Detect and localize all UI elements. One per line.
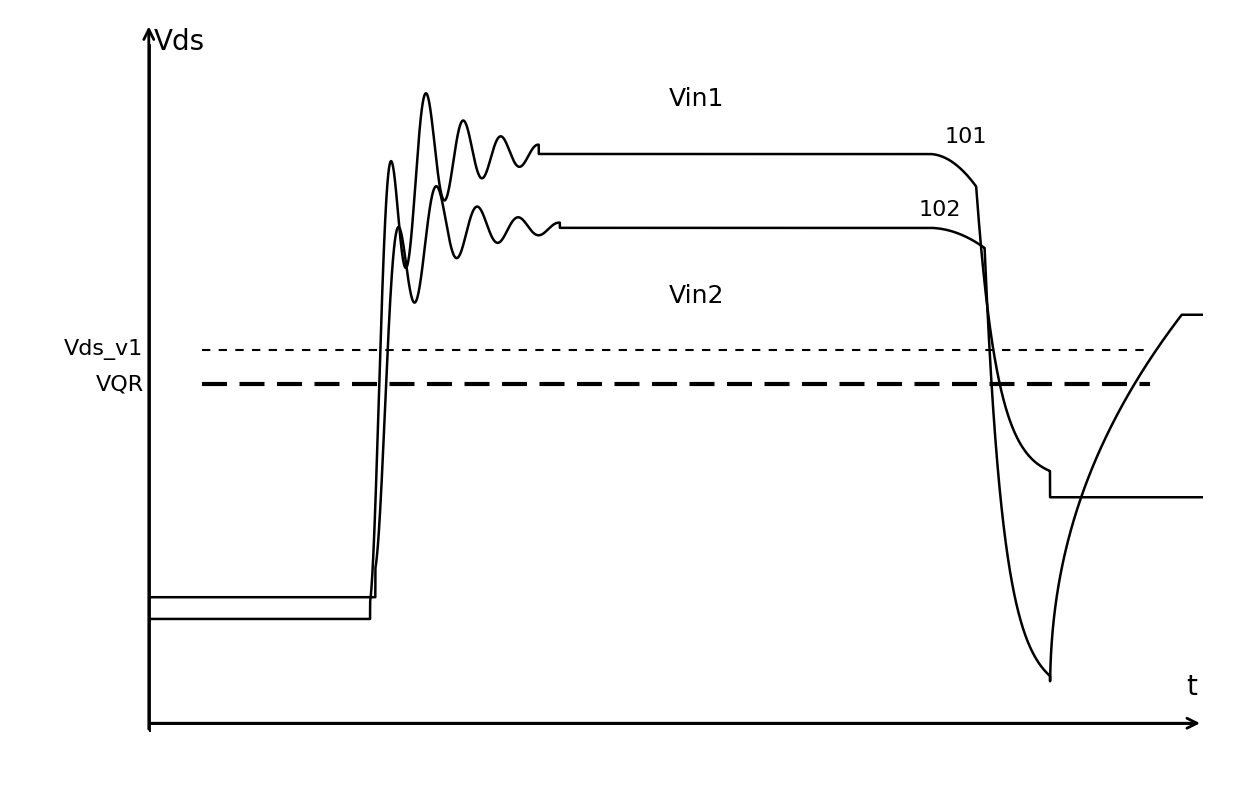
Text: Vds_v1: Vds_v1 (64, 339, 144, 360)
Text: t: t (1187, 674, 1198, 701)
Text: Vin2: Vin2 (670, 284, 724, 309)
Text: Vin1: Vin1 (670, 87, 724, 110)
Text: 102: 102 (918, 201, 961, 220)
Text: 101: 101 (945, 127, 987, 146)
Text: Vds: Vds (154, 28, 205, 56)
Text: VQR: VQR (95, 375, 144, 394)
